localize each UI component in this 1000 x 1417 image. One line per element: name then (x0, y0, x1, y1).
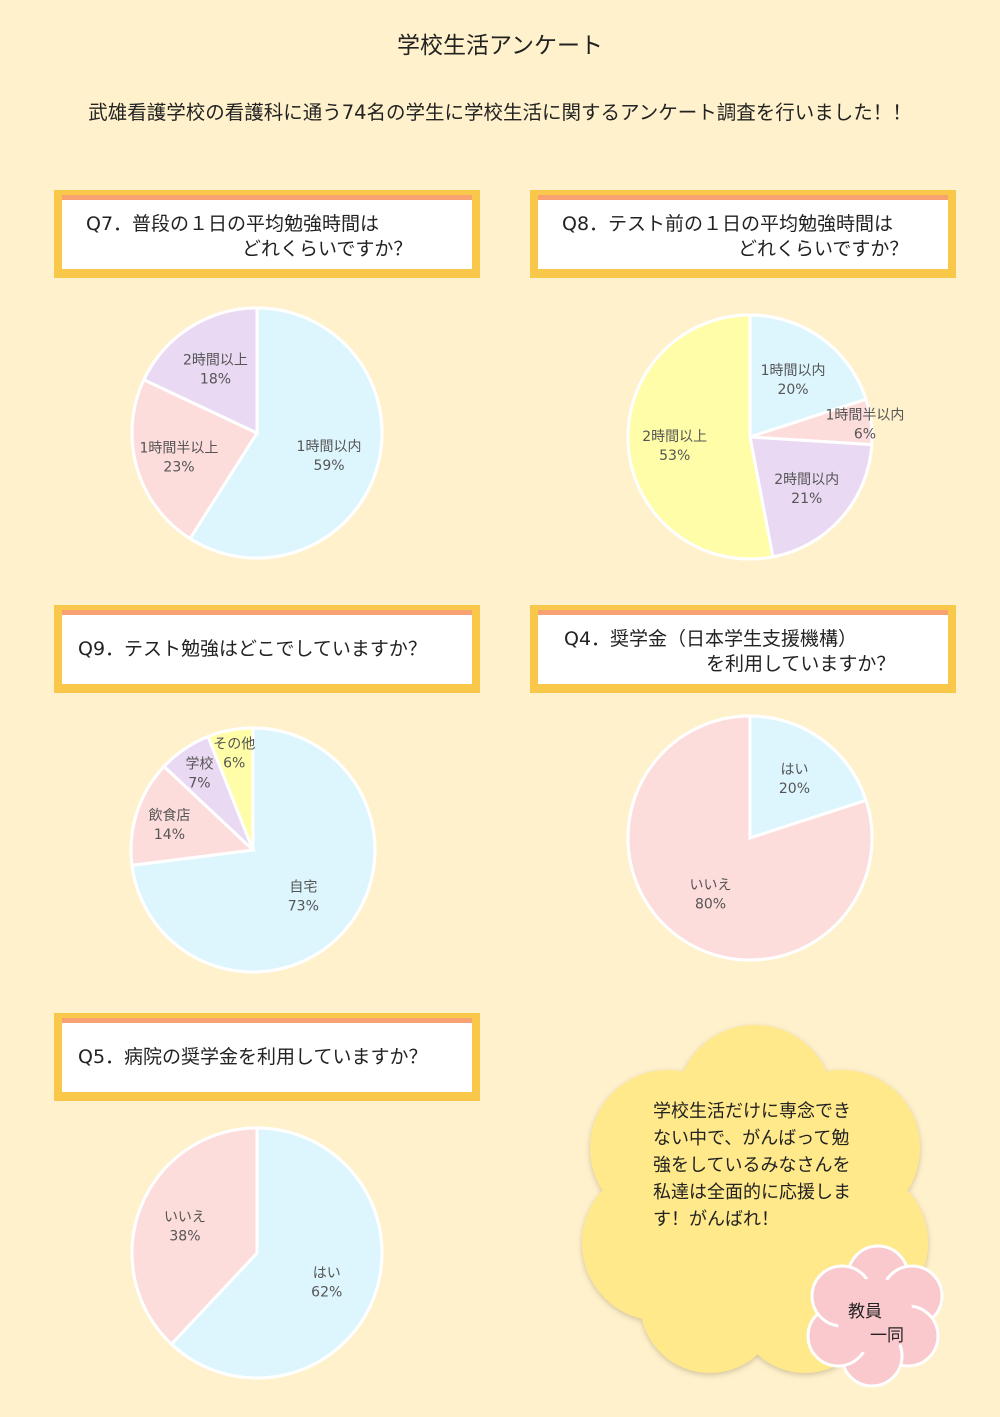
slice-percent-label: 80% (695, 896, 726, 912)
slice-category-label: その他 (213, 737, 255, 753)
slice-percent-label: 6% (223, 756, 245, 772)
question-box-q5: Q5．病院の奨学金を利用していますか？ (54, 1013, 480, 1101)
pie-slice-q9-3 (206, 726, 255, 851)
question-q8-line2: どれくらいですか？ (738, 238, 909, 260)
pie-q7: 1時間以内 59% 1時間半以上 23% 2時間以上 18% (130, 306, 384, 560)
question-box-q8: Q8．テスト前の１日の平均勉強時間は どれくらいですか？ (530, 190, 956, 278)
question-box-inner: Q9．テスト勉強はどこでしていますか？ (62, 615, 472, 684)
question-q7-line1: Q7．普段の１日の平均勉強時間は (86, 213, 380, 235)
box-stripe (62, 610, 472, 616)
slice-category-label: はい (313, 1266, 341, 1282)
box-stripe (538, 195, 948, 201)
question-box-q9: Q9．テスト勉強はどこでしていますか？ (54, 605, 480, 693)
slice-percent-label: 20% (777, 382, 808, 398)
slice-category-label: 2時間以上 (183, 353, 248, 369)
slice-percent-label: 73% (288, 898, 319, 914)
question-q4-line2: を利用していますか？ (706, 653, 896, 675)
slice-category-label: 2時間以内 (774, 472, 839, 488)
pie-q4: はい 20% いいえ 80% (626, 714, 874, 962)
slice-percent-label: 18% (200, 372, 231, 388)
slice-percent-label: 59% (313, 458, 344, 474)
slice-percent-label: 21% (791, 491, 822, 507)
question-box-inner: Q4．奨学金（日本学生支援機構） を利用していますか？ (538, 615, 948, 684)
slice-percent-label: 53% (659, 448, 690, 464)
slice-category-label: はい (780, 762, 808, 778)
box-stripe (62, 195, 472, 201)
question-box-q7: Q7．普段の１日の平均勉強時間は どれくらいですか？ (54, 190, 480, 278)
question-box-inner: Q8．テスト前の１日の平均勉強時間は どれくらいですか？ (538, 200, 948, 269)
encouragement-message: 学校生活だけに専念できない中で、がんばって勉強をしているみなさんを私達は全面的に… (653, 1101, 851, 1230)
question-box-q4: Q4．奨学金（日本学生支援機構） を利用していますか？ (530, 605, 956, 693)
pie-q9: 自宅 73% 飲食店 14% 学校 7% その他 6% (129, 726, 377, 974)
box-stripe (538, 610, 948, 616)
slice-percent-label: 7% (188, 775, 210, 791)
pie-slice-q5-1 (130, 1126, 259, 1347)
pie-q5: はい 62% いいえ 38% (130, 1126, 384, 1380)
question-box-inner: Q5．病院の奨学金を利用していますか？ (62, 1023, 472, 1092)
slice-category-label: 飲食店 (148, 807, 190, 824)
slice-percent-label: 6% (854, 426, 876, 442)
question-q7-line2: どれくらいですか？ (242, 238, 413, 260)
pie-slice-q9-1 (129, 764, 257, 867)
question-box-inner: Q7．普段の１日の平均勉強時間は どれくらいですか？ (62, 200, 472, 269)
survey-intro: 武雄看護学校の看護科に通う74名の学生に学校生活に関するアンケート調査を行いまし… (88, 101, 912, 124)
question-q9-line1: Q9．テスト勉強はどこでしていますか？ (78, 638, 427, 660)
slice-percent-label: 38% (169, 1228, 200, 1244)
slice-percent-label: 14% (154, 827, 185, 843)
slice-category-label: 2時間以上 (642, 429, 707, 445)
slice-percent-label: 23% (163, 460, 194, 476)
slice-category-label: 学校 (186, 755, 214, 772)
page-title: 学校生活アンケート (396, 33, 604, 59)
pie-slice-q8-3 (626, 313, 775, 561)
slice-percent-label: 62% (311, 1285, 342, 1301)
question-q8-line1: Q8．テスト前の１日の平均勉強時間は (562, 213, 894, 235)
signature-line2: 一同 (870, 1326, 904, 1346)
pie-slice-q7-2 (141, 306, 259, 436)
signature-line1: 教員 (848, 1302, 882, 1322)
pie-q8: 1時間以内 20% 1時間半以内 6% 2時間以内 21% 2時間以上 53% (626, 313, 905, 561)
slice-category-label: 1時間以内 (761, 363, 826, 379)
slice-category-label: 1時間半以内 (826, 407, 905, 423)
slice-category-label: いいえ (164, 1209, 206, 1225)
slice-category-label: 1時間以内 (297, 439, 362, 455)
box-stripe (62, 1018, 472, 1024)
pie-slice-q4-1 (626, 714, 874, 962)
small-pink-flower (806, 1244, 944, 1388)
question-q4-line1: Q4．奨学金（日本学生支援機構） (564, 628, 858, 650)
question-q5-line1: Q5．病院の奨学金を利用していますか？ (78, 1046, 428, 1068)
slice-category-label: 1時間半以上 (140, 441, 219, 457)
flower-message-bubble (582, 1025, 944, 1388)
pie-slice-q8-2 (748, 435, 874, 559)
slice-category-label: いいえ (690, 877, 732, 893)
slice-percent-label: 20% (779, 781, 810, 797)
slice-category-label: 自宅 (289, 879, 317, 895)
